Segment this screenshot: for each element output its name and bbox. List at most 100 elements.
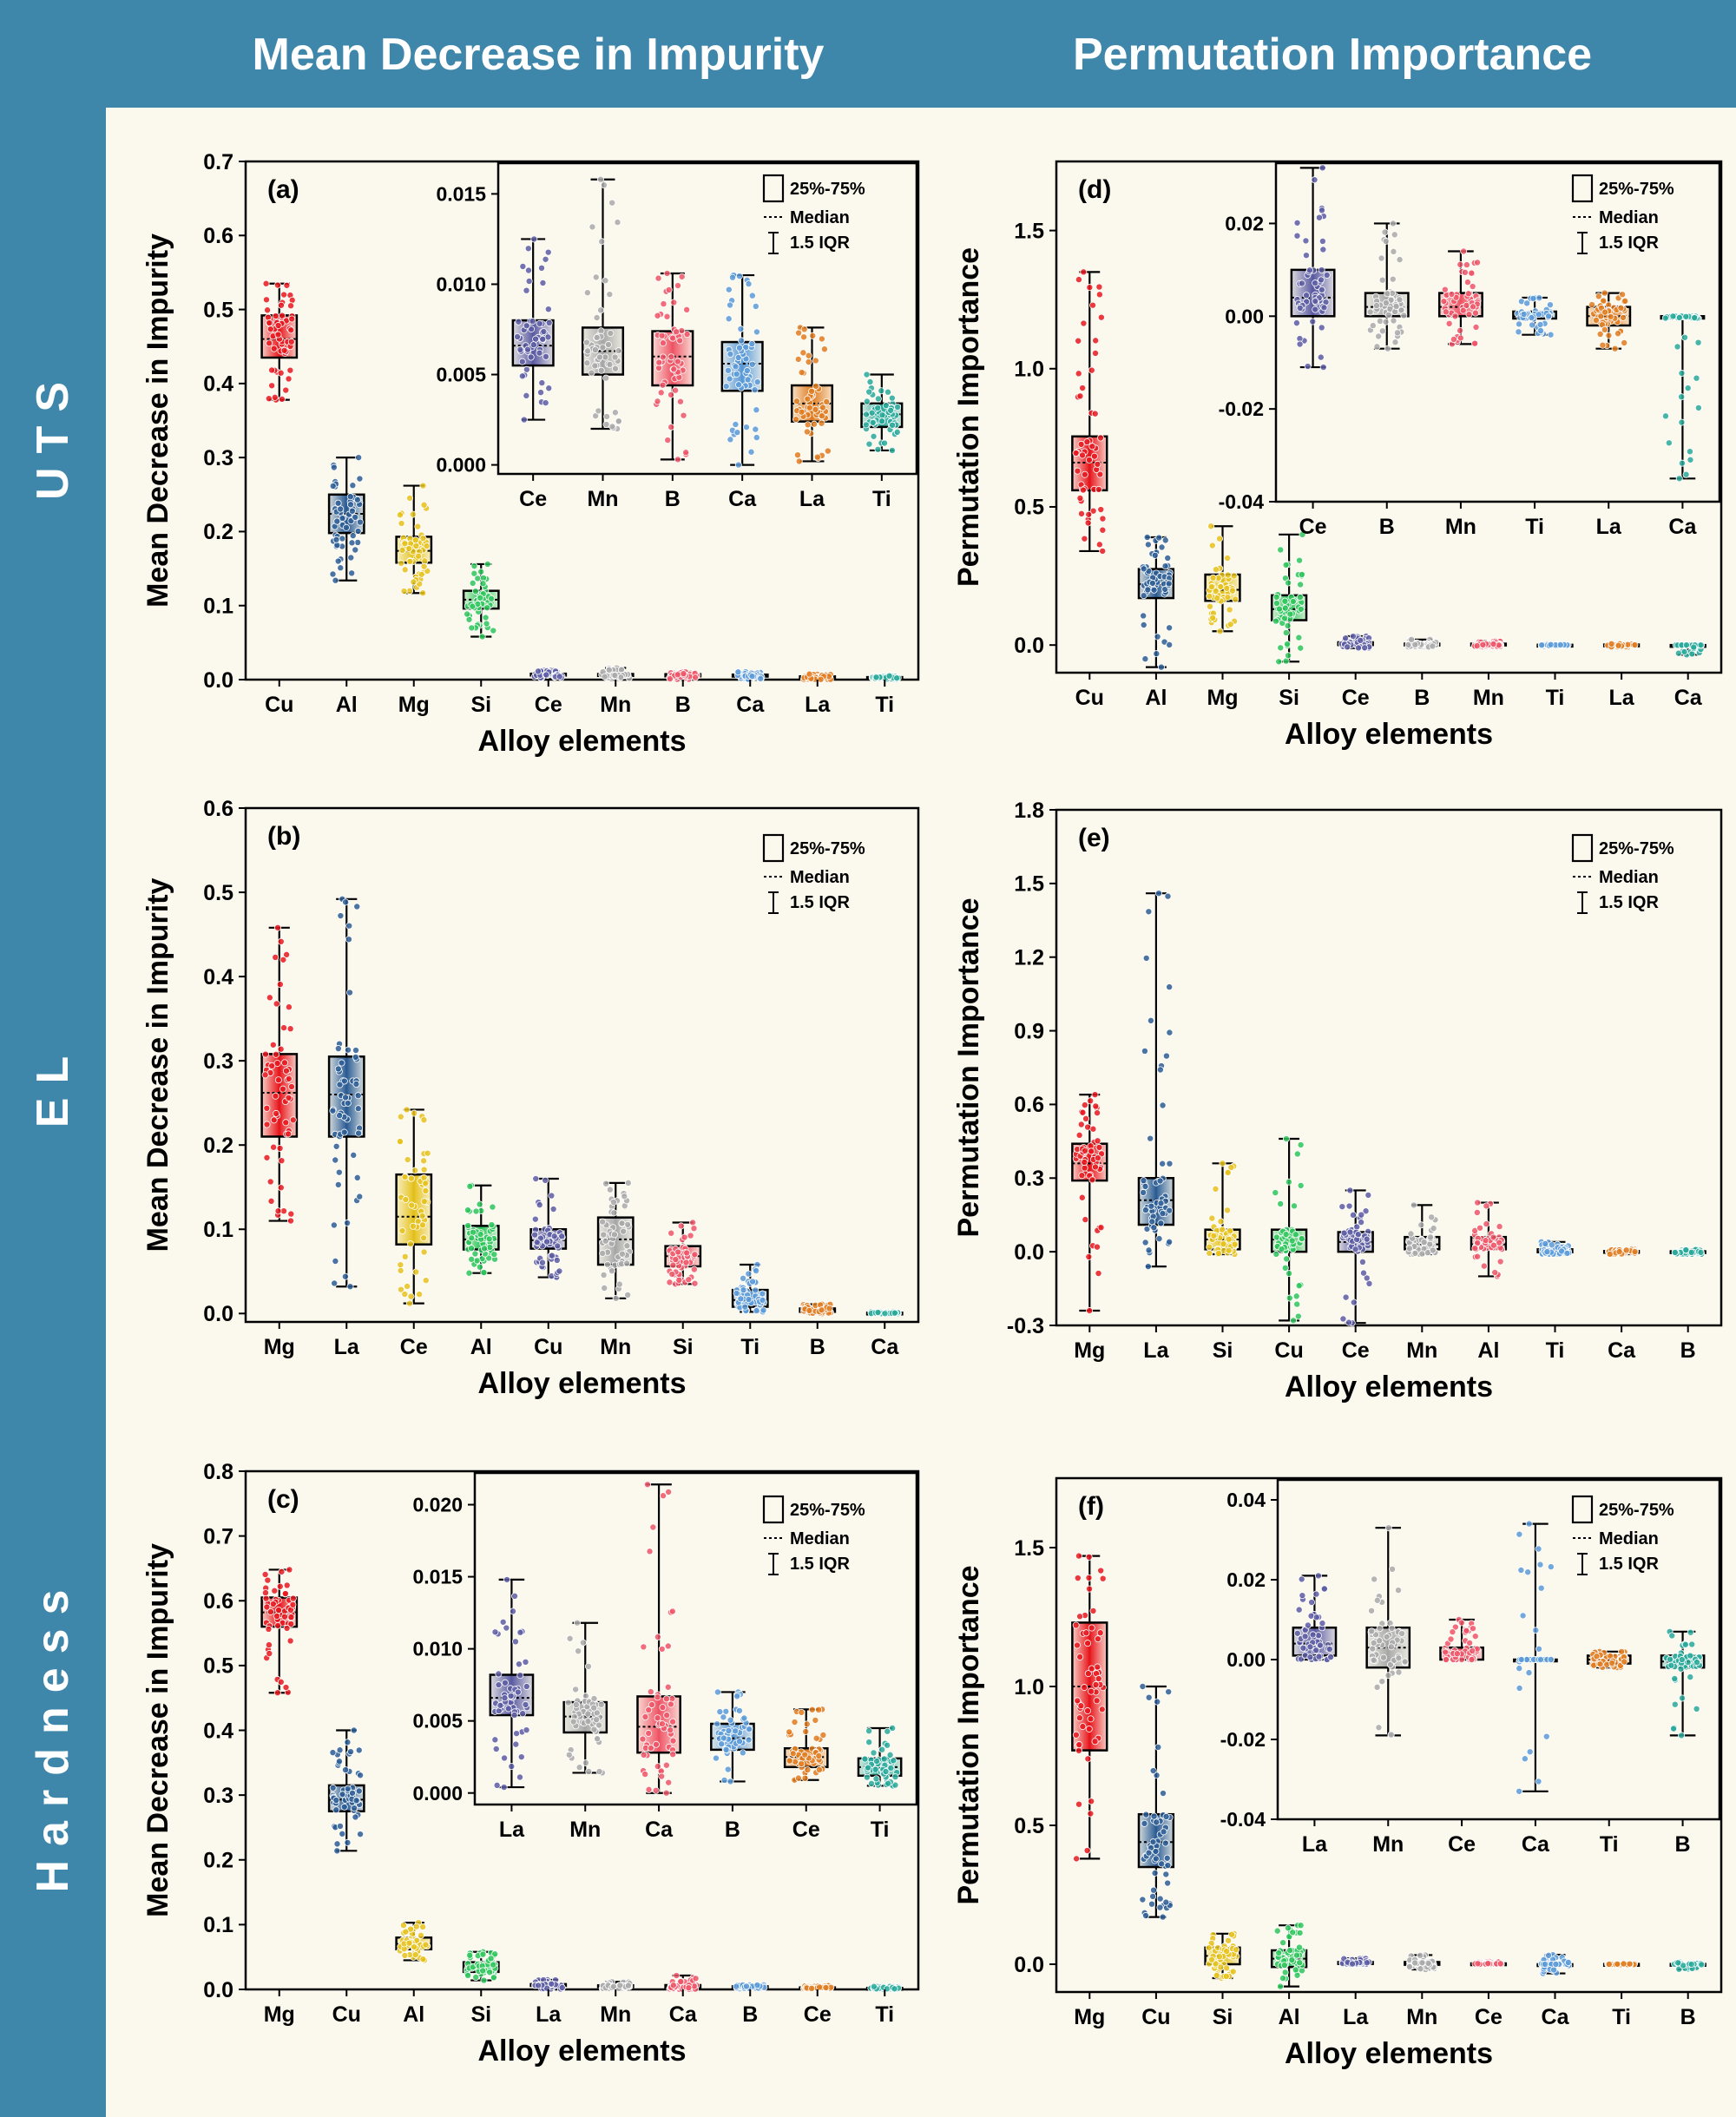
main-ytick-label: 0.4 (203, 965, 233, 989)
data-point (1480, 1262, 1488, 1270)
data-point (1095, 485, 1102, 493)
y-axis-title: Mean Decrease in Impurity (141, 1543, 174, 1917)
data-point (573, 1619, 581, 1627)
data-point (409, 510, 417, 518)
data-point (739, 1749, 746, 1757)
data-point (658, 1772, 666, 1780)
data-point (1088, 443, 1096, 450)
data-point (1296, 1929, 1304, 1936)
data-point (1523, 299, 1531, 307)
data-point (422, 1941, 430, 1949)
data-point (583, 359, 591, 367)
data-point (1224, 1206, 1232, 1214)
data-point (861, 1755, 869, 1763)
data-point (1661, 314, 1669, 322)
data-point (1141, 1206, 1149, 1214)
data-point (420, 1157, 428, 1165)
data-point (1296, 1959, 1304, 1967)
data-point (523, 345, 531, 353)
main-box-Mn (1470, 637, 1508, 651)
y-axis-title: Mean Decrease in Impurity (141, 233, 174, 608)
data-point (1081, 1147, 1088, 1154)
data-point (335, 1168, 343, 1176)
data-point (352, 1053, 359, 1061)
data-point (654, 1634, 661, 1641)
legend-box-swatch (1571, 833, 1594, 863)
data-point (1210, 1232, 1218, 1239)
data-point (401, 1290, 409, 1298)
data-point (1671, 1248, 1679, 1256)
data-point (346, 1748, 354, 1756)
data-point (1293, 1150, 1301, 1158)
data-point (727, 350, 734, 358)
data-point (471, 588, 479, 595)
data-point (602, 1237, 609, 1245)
inset-box-Ti (860, 371, 904, 454)
legend-label-iqr: 25%-75% (1599, 839, 1674, 858)
data-point (803, 1720, 811, 1728)
data-point (336, 1112, 344, 1120)
data-point (1418, 1959, 1426, 1967)
data-point (486, 1969, 494, 1976)
legend-label-iqr-range: 1.5 IQR (1599, 233, 1659, 253)
data-point (270, 1143, 278, 1151)
data-point (599, 1218, 607, 1226)
data-point (599, 1249, 607, 1257)
main-ytick-label: 1.8 (1014, 799, 1044, 823)
data-point (745, 1296, 753, 1304)
data-point (269, 1041, 277, 1049)
data-point (658, 332, 666, 339)
main-xtick-label: Ce (804, 2002, 832, 2027)
data-point (1382, 237, 1390, 245)
data-point (669, 1982, 677, 1989)
main-ytick-label: 0.4 (203, 1719, 233, 1743)
data-point (1297, 1922, 1305, 1930)
data-point (1094, 1635, 1101, 1643)
data-point (687, 1232, 694, 1239)
inset-xtick-label: Ti (1525, 515, 1544, 539)
data-point (1543, 1248, 1551, 1256)
data-point (1382, 299, 1390, 306)
data-point (277, 937, 285, 945)
data-point (1089, 301, 1097, 309)
data-point (878, 411, 886, 419)
data-point (419, 1956, 427, 1963)
data-point (1159, 1101, 1167, 1109)
data-point (272, 953, 279, 961)
data-point (1226, 621, 1234, 628)
main-ytick-label: 0.0 (203, 1302, 233, 1326)
data-point (1154, 890, 1162, 897)
data-point (528, 325, 536, 333)
data-point (357, 1772, 365, 1779)
data-point (490, 1251, 498, 1259)
data-point (261, 1570, 269, 1578)
data-point (464, 1206, 471, 1214)
data-point (398, 1285, 405, 1293)
data-point (401, 566, 409, 574)
data-point (615, 417, 622, 425)
data-point (1277, 1982, 1285, 1990)
data-point (623, 1259, 631, 1267)
data-point (728, 273, 736, 281)
data-point (801, 1751, 809, 1759)
data-point (1450, 335, 1457, 343)
data-point (344, 1099, 352, 1107)
data-point (1445, 319, 1453, 327)
data-point (265, 395, 273, 403)
data-point (1363, 1959, 1371, 1967)
data-point (592, 273, 600, 281)
data-point (285, 1075, 293, 1082)
data-point (558, 1233, 566, 1240)
panel-b: 0.00.10.20.30.40.50.6Mg La Ce Al Cu Mn Si Ti B Ca… (141, 797, 920, 1400)
data-point (740, 1274, 747, 1282)
data-point (670, 365, 678, 373)
main-ytick-label: 0.7 (203, 1524, 233, 1548)
data-point (810, 420, 818, 428)
data-point (737, 1295, 745, 1303)
data-point (602, 277, 609, 285)
data-point (757, 674, 765, 682)
data-point (1162, 1870, 1170, 1878)
data-point (330, 1221, 338, 1229)
data-point (1166, 983, 1174, 991)
